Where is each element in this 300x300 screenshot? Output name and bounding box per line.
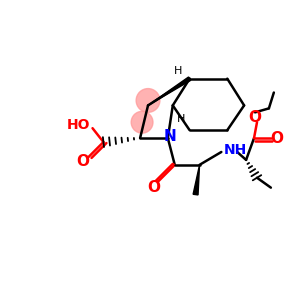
Text: O: O — [248, 110, 262, 125]
Text: N: N — [164, 129, 176, 144]
Text: HO: HO — [67, 118, 90, 132]
Circle shape — [131, 111, 153, 133]
Text: H: H — [176, 114, 185, 124]
Text: O: O — [76, 154, 89, 169]
Circle shape — [136, 88, 160, 112]
Text: O: O — [148, 180, 160, 195]
Text: NH: NH — [223, 143, 247, 157]
Text: H: H — [174, 66, 182, 76]
Polygon shape — [193, 165, 200, 195]
Polygon shape — [148, 77, 191, 105]
Text: O: O — [270, 130, 283, 146]
